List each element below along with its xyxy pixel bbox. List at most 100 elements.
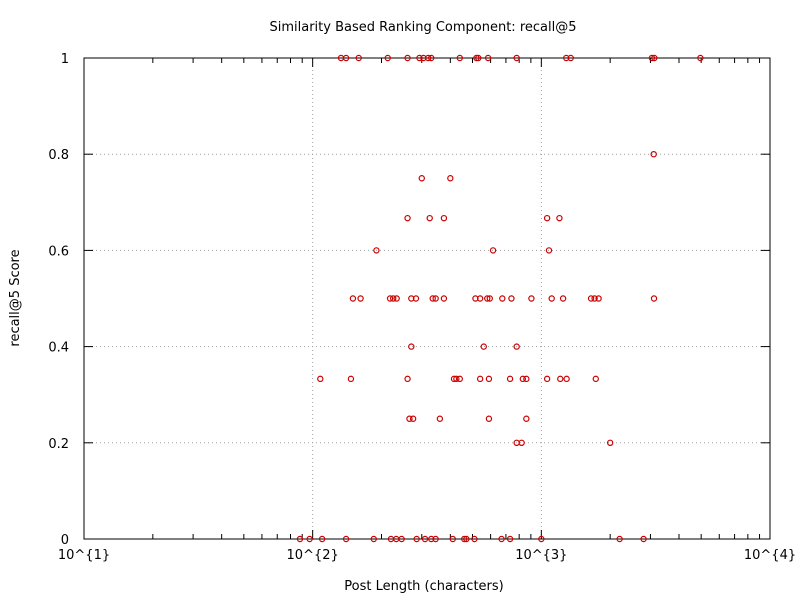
y-tick-label: 1 bbox=[61, 52, 69, 67]
data-point bbox=[476, 375, 484, 383]
data-point bbox=[456, 375, 464, 383]
x-axis-label: Post Length (characters) bbox=[344, 579, 503, 594]
data-point bbox=[650, 150, 657, 158]
grid-layer bbox=[84, 58, 770, 539]
data-point bbox=[508, 295, 515, 302]
y-tick-label: 0.6 bbox=[48, 244, 69, 259]
x-tick-label: 10^{3} bbox=[515, 548, 567, 563]
data-point bbox=[518, 439, 525, 446]
y-tick-labels: 0 0.2 0.4 0.6 0.8 1 bbox=[48, 52, 69, 548]
data-point bbox=[595, 295, 602, 302]
data-point bbox=[432, 295, 439, 302]
data-point bbox=[485, 415, 493, 422]
data-point bbox=[409, 415, 417, 422]
tick-layer bbox=[83, 57, 771, 540]
data-point bbox=[389, 295, 397, 302]
chart-title: Similarity Based Ranking Component: reca… bbox=[269, 20, 576, 35]
data-point bbox=[406, 415, 413, 422]
data-point bbox=[616, 535, 623, 543]
data-point bbox=[471, 535, 478, 543]
data-point bbox=[440, 214, 448, 222]
data-point bbox=[347, 375, 355, 383]
data-point bbox=[463, 535, 470, 543]
x-tick-label: 10^{1} bbox=[58, 548, 110, 563]
x-tick-labels: 10^{1} 10^{2} 10^{3} 10^{4} bbox=[58, 548, 796, 563]
data-point bbox=[498, 535, 505, 543]
data-point bbox=[587, 295, 595, 302]
data-point bbox=[432, 535, 439, 543]
data-point bbox=[559, 295, 567, 302]
data-point bbox=[538, 535, 545, 543]
data-point bbox=[592, 375, 599, 383]
data-point bbox=[429, 295, 436, 302]
data-point bbox=[453, 375, 460, 383]
data-point bbox=[413, 535, 420, 543]
data-point bbox=[412, 295, 420, 302]
data-point bbox=[461, 535, 468, 543]
data-point bbox=[342, 535, 350, 543]
data-point bbox=[349, 295, 357, 302]
data-point bbox=[486, 295, 493, 302]
y-tick-label: 0.8 bbox=[48, 148, 69, 163]
data-point bbox=[404, 54, 411, 62]
y-tick-label: 0 bbox=[61, 533, 69, 548]
data-point bbox=[373, 247, 380, 254]
data-point bbox=[484, 54, 492, 62]
data-point bbox=[650, 295, 658, 302]
data-point bbox=[416, 54, 423, 62]
data-point bbox=[428, 54, 435, 62]
data-point bbox=[567, 54, 574, 62]
data-point bbox=[404, 375, 411, 383]
data-point bbox=[557, 375, 564, 383]
x-tick-label: 10^{2} bbox=[287, 548, 339, 563]
data-point bbox=[456, 54, 464, 62]
y-tick-label: 0.4 bbox=[48, 341, 69, 356]
data-point bbox=[418, 175, 425, 182]
data-point bbox=[499, 295, 506, 302]
data-point bbox=[421, 535, 429, 543]
data-point bbox=[342, 54, 350, 62]
data-point bbox=[318, 535, 326, 543]
data-point bbox=[424, 54, 432, 62]
data-point bbox=[513, 343, 520, 350]
data-point bbox=[484, 295, 491, 302]
data-point bbox=[306, 535, 313, 543]
y-axis-label: recall@5 Score bbox=[8, 249, 23, 346]
data-point bbox=[426, 214, 433, 222]
data-point bbox=[436, 415, 444, 422]
data-points bbox=[296, 54, 704, 543]
data-point bbox=[450, 375, 458, 383]
data-point bbox=[697, 54, 704, 62]
plot-frame bbox=[83, 57, 771, 540]
data-point bbox=[606, 439, 614, 446]
data-point bbox=[404, 214, 411, 222]
data-point bbox=[447, 175, 454, 182]
data-point bbox=[648, 54, 656, 62]
data-point bbox=[357, 295, 364, 302]
data-point bbox=[513, 54, 520, 62]
data-point bbox=[556, 214, 563, 222]
data-point bbox=[485, 375, 493, 383]
data-point bbox=[489, 247, 497, 254]
x-tick-label: 10^{4} bbox=[744, 548, 796, 563]
data-point bbox=[317, 375, 324, 383]
data-point bbox=[528, 295, 535, 302]
data-point bbox=[591, 295, 598, 302]
data-point bbox=[543, 375, 551, 383]
data-point bbox=[519, 375, 527, 383]
data-point bbox=[475, 54, 482, 62]
data-point bbox=[393, 295, 400, 302]
data-point bbox=[548, 295, 555, 302]
data-point bbox=[398, 535, 405, 543]
data-point bbox=[651, 54, 658, 62]
data-point bbox=[563, 375, 570, 383]
data-point bbox=[440, 295, 448, 302]
data-point bbox=[296, 535, 304, 543]
data-point bbox=[473, 54, 480, 62]
data-point bbox=[506, 375, 514, 383]
data-point bbox=[523, 375, 530, 383]
data-point bbox=[640, 535, 647, 543]
data-point bbox=[355, 54, 362, 62]
data-point bbox=[386, 295, 394, 302]
data-point bbox=[506, 535, 514, 543]
